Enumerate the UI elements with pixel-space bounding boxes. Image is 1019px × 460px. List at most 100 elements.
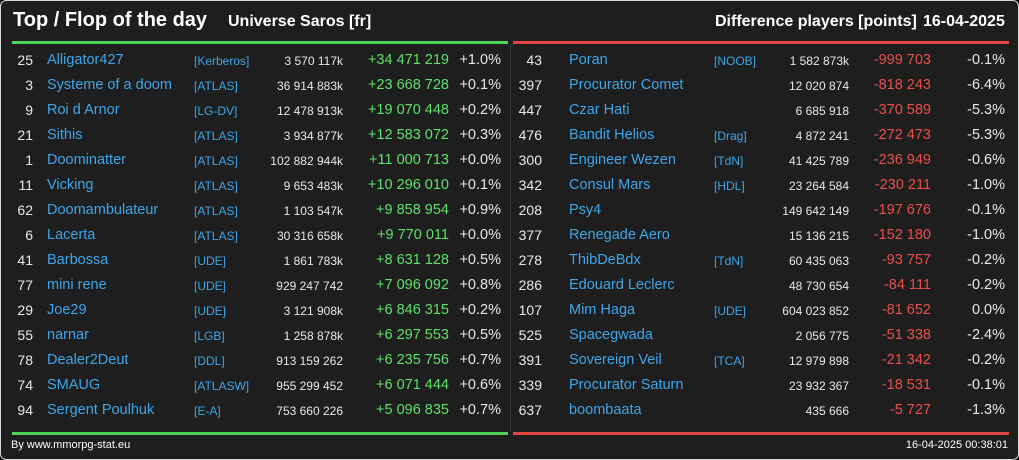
top-divider-green — [12, 41, 508, 44]
player-name-link[interactable]: Doominatter — [47, 152, 126, 168]
alliance-tag-link[interactable]: [TdN] — [714, 154, 744, 168]
percent-change: -6.4% — [967, 77, 1005, 93]
table-row: 377 Renegade Aero 15 136 215 -152 180 -1.0% — [513, 224, 1013, 249]
player-rank: 6 — [25, 227, 33, 243]
alliance-tag-link[interactable]: [UDE] — [194, 304, 227, 318]
table-row: 339 Procurator Saturn 23 932 367 -18 531 -0.… — [513, 374, 1013, 399]
table-row: 62 Doomambulateur [ATLAS] 1 103 547k +9 858 … — [11, 199, 511, 224]
alliance-tag-link[interactable]: [E-A] — [194, 404, 221, 418]
player-rank: 342 — [518, 177, 542, 193]
table-row: 447 Czar Hati 6 685 918 -370 589 -5.3% — [513, 99, 1013, 124]
points-difference: -18 531 — [881, 377, 931, 393]
bottom-divider-red — [513, 432, 1009, 435]
player-rank: 525 — [518, 327, 542, 343]
alliance-tag-link[interactable]: [ATLAS] — [194, 154, 238, 168]
points-difference: +6 071 444 — [376, 377, 449, 393]
percent-change: +0.7% — [459, 352, 501, 368]
player-rank: 94 — [17, 402, 33, 418]
table-row: 74 SMAUG [ATLASW] 955 299 452 +6 071 444 +0.6… — [11, 374, 511, 399]
alliance-tag-link[interactable]: [LG-DV] — [194, 104, 238, 118]
alliance-tag-link[interactable]: [DDL] — [194, 354, 225, 368]
alliance-tag-link[interactable]: [LGB] — [194, 329, 225, 343]
player-name-link[interactable]: Alligator427 — [47, 52, 124, 68]
player-name-link[interactable]: mini rene — [47, 277, 107, 293]
points-difference: -197 676 — [873, 202, 931, 218]
player-name-link[interactable]: Psy4 — [569, 202, 602, 218]
player-name-link[interactable]: boombaata — [569, 402, 642, 418]
alliance-tag-link[interactable]: [ATLAS] — [194, 79, 238, 93]
player-points: 30 316 658k — [276, 229, 343, 243]
alliance-tag-link[interactable]: [ATLAS] — [194, 129, 238, 143]
player-name-link[interactable]: Lacerta — [47, 227, 96, 243]
percent-change: +0.0% — [459, 227, 501, 243]
alliance-tag-link[interactable]: [NOOB] — [714, 54, 757, 68]
percent-change: -0.6% — [967, 152, 1005, 168]
player-name-link[interactable]: Sithis — [47, 127, 83, 143]
player-rank: 62 — [17, 202, 33, 218]
player-name-link[interactable]: Engineer Wezen — [569, 152, 676, 168]
player-name-link[interactable]: Sovereign Veil — [569, 352, 662, 368]
alliance-tag-link[interactable]: [TCA] — [714, 354, 745, 368]
percent-change: -0.1% — [967, 52, 1005, 68]
player-points: 3 121 908k — [283, 304, 343, 318]
player-name-link[interactable]: Poran — [569, 52, 608, 68]
player-points: 435 666 — [805, 404, 849, 418]
page-title: Top / Flop of the day — [13, 9, 208, 31]
player-rank: 286 — [518, 277, 542, 293]
player-name-link[interactable]: Dealer2Deut — [47, 352, 129, 368]
player-points: 3 570 117k — [284, 54, 344, 68]
percent-change: +0.0% — [459, 152, 501, 168]
alliance-tag-link[interactable]: [UDE] — [714, 304, 747, 318]
points-difference: -81 652 — [881, 302, 931, 318]
points-difference: +34 471 219 — [367, 52, 449, 68]
alliance-tag-link[interactable]: [ATLAS] — [194, 204, 238, 218]
percent-change: -5.3% — [967, 127, 1005, 143]
table-row: 43 Poran [NOOB] 1 582 873k -999 703 -0.1% — [513, 49, 1013, 74]
alliance-tag-link[interactable]: [ATLASW] — [194, 379, 250, 393]
percent-change: -2.4% — [967, 327, 1005, 343]
percent-change: +0.2% — [459, 102, 501, 118]
alliance-tag-link[interactable]: [UDE] — [194, 279, 227, 293]
percent-change: -1.0% — [967, 177, 1005, 193]
points-difference: -236 949 — [873, 152, 931, 168]
player-name-link[interactable]: Czar Hati — [569, 102, 630, 118]
alliance-tag-link[interactable]: [UDE] — [194, 254, 227, 268]
player-name-link[interactable]: Consul Mars — [569, 177, 651, 193]
alliance-tag-link[interactable]: [Kerberos] — [194, 54, 250, 68]
points-difference: -5 727 — [889, 402, 931, 418]
player-points: 12 478 913k — [276, 104, 343, 118]
flop-players-table: 43 Poran [NOOB] 1 582 873k -999 703 -0.1% 397 P… — [513, 49, 1013, 424]
player-name-link[interactable]: Roi d Arnor — [47, 102, 120, 118]
player-name-link[interactable]: Doomambulateur — [47, 202, 159, 218]
player-name-link[interactable]: Procurator Saturn — [569, 377, 684, 393]
alliance-tag-link[interactable]: [Drag] — [714, 129, 747, 143]
player-name-link[interactable]: Bandit Helios — [569, 127, 655, 143]
player-rank: 476 — [518, 127, 542, 143]
alliance-tag-link[interactable]: [TdN] — [714, 254, 744, 268]
universe-label: Universe Saros [fr] — [228, 13, 372, 30]
player-name-link[interactable]: Mim Haga — [569, 302, 636, 318]
player-name-link[interactable]: ThibDeBdx — [569, 252, 641, 268]
percent-change: -0.1% — [967, 377, 1005, 393]
player-rank: 43 — [526, 52, 542, 68]
player-name-link[interactable]: Procurator Comet — [569, 77, 684, 93]
player-name-link[interactable]: Sergent Poulhuk — [47, 402, 155, 418]
player-name-link[interactable]: narnar — [47, 327, 89, 343]
player-name-link[interactable]: SMAUG — [47, 377, 101, 393]
player-rank: 74 — [17, 377, 33, 393]
alliance-tag-link[interactable]: [HDL] — [714, 179, 745, 193]
player-name-link[interactable]: Barbossa — [47, 252, 109, 268]
player-name-link[interactable]: Edouard Leclerc — [569, 277, 675, 293]
player-points: 2 056 775 — [795, 329, 849, 343]
player-rank: 208 — [518, 202, 542, 218]
player-name-link[interactable]: Systeme of a doom — [47, 77, 172, 93]
points-difference: +10 296 010 — [367, 177, 449, 193]
alliance-tag-link[interactable]: [ATLAS] — [194, 179, 238, 193]
player-rank: 41 — [17, 252, 33, 268]
alliance-tag-link[interactable]: [ATLAS] — [194, 229, 238, 243]
player-name-link[interactable]: Joe29 — [47, 302, 87, 318]
player-name-link[interactable]: Renegade Aero — [569, 227, 670, 243]
table-row: 107 Mim Haga [UDE] 604 023 852 -81 652 0.0% — [513, 299, 1013, 324]
player-name-link[interactable]: Spacegwada — [569, 327, 653, 343]
player-name-link[interactable]: Vicking — [47, 177, 94, 193]
